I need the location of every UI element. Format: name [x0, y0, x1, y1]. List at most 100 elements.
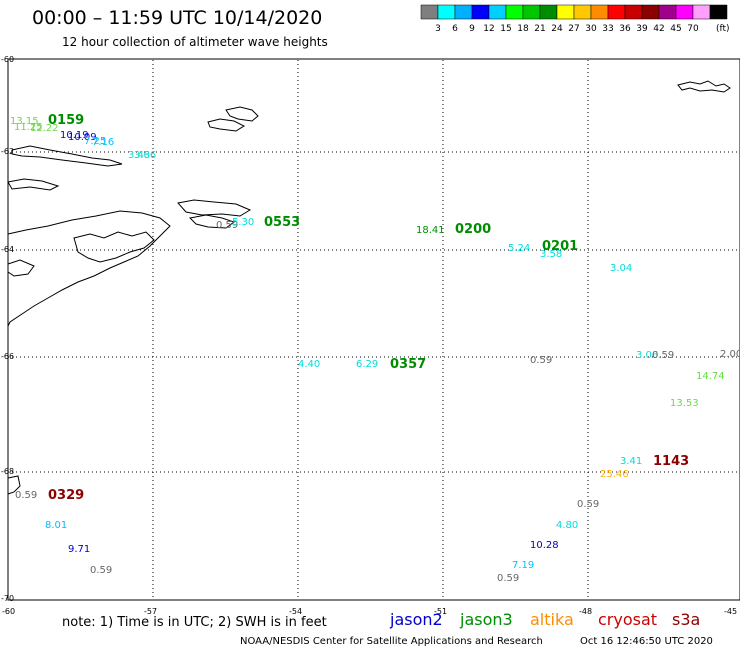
legend-swatch: [539, 4, 558, 20]
graticule: [8, 60, 740, 600]
legend-label: 24: [551, 24, 563, 34]
legend-unit: (ft): [716, 24, 730, 34]
wave-height-label: 5.30: [232, 217, 254, 228]
lon-label: -54: [289, 607, 302, 616]
legend-label: 21: [534, 24, 545, 34]
wave-height-label: 4.80: [556, 520, 578, 531]
island-outline: [11, 145, 123, 167]
wave-height-label: 3.66: [134, 150, 156, 161]
map-subtitle: 12 hour collection of altimeter wave hei…: [62, 35, 328, 49]
satellite-legend-altika: altika: [530, 610, 574, 629]
peninsula-outline: [7, 210, 171, 327]
legend-swatch: [573, 4, 592, 20]
wave-height-label: 3.41: [620, 456, 642, 467]
island-outline: [677, 80, 731, 93]
lat-label: -66: [1, 352, 14, 361]
lon-label: -60: [2, 607, 15, 616]
legend-swatch: [590, 4, 609, 20]
legend-swatch: [522, 4, 541, 20]
legend-swatch: [437, 4, 456, 20]
legend-label: 42: [653, 24, 664, 34]
legend-label: 6: [452, 24, 458, 34]
island-outline: [188, 214, 236, 229]
legend-swatch: [454, 4, 473, 20]
observation-time-label: 0329: [48, 488, 84, 503]
legend-label: 18: [517, 24, 529, 34]
legend-label: 9: [469, 24, 475, 34]
legend-swatch: [658, 4, 677, 20]
lon-label: -51: [434, 607, 447, 616]
wave-height-label: 7.25: [84, 136, 106, 147]
legend-swatch: [607, 4, 626, 20]
legend-label: 30: [585, 24, 597, 34]
lon-label: -45: [724, 607, 737, 616]
wave-height-label: 3.58: [540, 249, 562, 260]
legend-label: 36: [619, 24, 631, 34]
legend-label: 33: [602, 24, 613, 34]
map-title: 00:00 – 11:59 UTC 10/14/2020: [32, 7, 322, 29]
wave-height-label: 8.01: [45, 520, 67, 531]
island-outline: [177, 199, 252, 217]
wave-height-label: 7.16: [92, 137, 114, 148]
legend-swatch: [692, 4, 711, 20]
wave-height-label: 3.06: [636, 350, 658, 361]
wave-height-label: 0.59: [652, 350, 674, 361]
lon-label: -48: [579, 607, 592, 616]
wave-height-label: 6.29: [356, 359, 378, 370]
satellite-legend-jason2: jason2: [389, 610, 443, 629]
wave-height-label: 10.19: [60, 130, 89, 141]
wave-height-label: 25.46: [600, 469, 629, 480]
island-outline: [225, 106, 259, 122]
wave-height-label: 0.59: [15, 490, 37, 501]
lat-label: -60: [1, 55, 14, 64]
lat-label: -70: [1, 594, 14, 603]
map-frame: [7, 58, 740, 601]
observation-time-label: 0357: [390, 357, 426, 372]
observation-time-label: 0201: [542, 239, 578, 254]
legend-swatch: [420, 4, 439, 20]
legend-swatch: [624, 4, 643, 20]
footer-note: note: 1) Time is in UTC; 2) SWH is in fe…: [62, 615, 327, 630]
footer-credit: NOAA/NESDIS Center for Satellite Applica…: [240, 636, 543, 647]
island-outline: [207, 118, 246, 132]
wave-height-label: 0.59: [577, 499, 599, 510]
footer-timestamp: Oct 16 12:46:50 UTC 2020: [580, 636, 713, 647]
lat-label: -64: [1, 245, 14, 254]
observation-time-label: 0159: [48, 113, 84, 128]
legend-label: 27: [568, 24, 579, 34]
wave-height-label: 3.43: [128, 150, 150, 161]
satellite-legend-cryosat: cryosat: [598, 610, 657, 629]
wave-height-label: 4.40: [298, 359, 320, 370]
satellite-legend-jason3: jason3: [459, 610, 513, 629]
island-outline: [7, 475, 21, 495]
observation-time-label: 0553: [264, 215, 300, 230]
wave-height-label: 5.24: [508, 243, 530, 254]
legend-label: 3: [435, 24, 441, 34]
wave-height-label: 0.59: [530, 355, 552, 366]
wave-height-label: 0.59: [497, 573, 519, 584]
legend-swatch: [675, 4, 694, 20]
wave-height-label: 11.25: [14, 122, 43, 133]
lat-label: -68: [1, 467, 14, 476]
wave-height-label: 0.59: [90, 565, 112, 576]
island-outline: [7, 178, 60, 191]
wave-height-label: 18.41: [416, 225, 445, 236]
wave-height-label: 7.19: [512, 560, 534, 571]
coastline: [7, 80, 731, 495]
wave-height-label: 0.59: [216, 220, 238, 231]
legend-swatch: [556, 4, 575, 20]
legend-swatch: [488, 4, 507, 20]
legend-label: 45: [670, 24, 681, 34]
satellite-legend-s3a: s3a: [672, 610, 700, 629]
wave-height-label: 10.09: [68, 132, 97, 143]
observation-time-label: 0200: [455, 222, 491, 237]
legend-swatch: [709, 4, 728, 20]
legend-label: 39: [636, 24, 648, 34]
wave-height-label: 3.04: [610, 263, 632, 274]
wave-height-label: 14.74: [696, 371, 725, 382]
wave-height-label: 9.71: [68, 544, 90, 555]
wave-height-label: 12.22: [30, 123, 59, 134]
wave-height-label: 2.00: [720, 349, 740, 360]
